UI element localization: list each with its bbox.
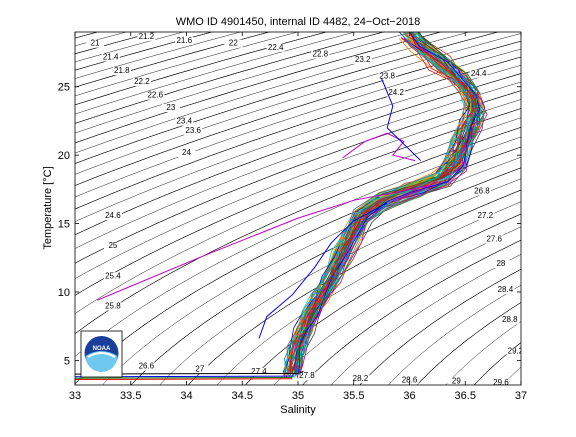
x-tick-label: 33 [69,390,81,402]
profile-line [75,379,292,380]
contour-label: 25.4 [105,271,121,280]
contour-label: 24.6 [105,211,121,220]
contour-label: 21.4 [103,52,119,61]
contour-label: 29 [452,377,461,386]
contour-label: 22.2 [134,77,150,86]
logo-text: NOAA [93,346,111,352]
contour-label: 21.6 [176,36,192,45]
contour-label: 27.2 [478,211,494,220]
x-axis-label: Salinity [280,404,316,416]
contour-label: 23.4 [176,117,192,126]
contour-label: 21.8 [114,66,130,75]
y-tick-label: 15 [58,219,70,231]
y-tick-label: 25 [58,82,70,94]
x-tick-label: 36 [403,390,415,402]
chart-title: WMO ID 4901450, internal ID 4482, 24−Oct… [176,16,421,28]
contour-label: 22.6 [147,91,163,100]
contour-label: 24 [182,148,191,157]
x-tick-label: 33.5 [120,390,141,402]
contour-label: 23 [166,103,175,112]
contour-label: 27.4 [251,367,267,376]
contour-label: 21.2 [139,32,155,41]
contour-label: 25 [108,241,117,250]
contour-label: 28.4 [498,285,514,294]
contour-label: 26.6 [139,362,155,371]
contour-label: 22.4 [268,43,284,52]
y-axis-label: Temperature [°C] [42,166,54,249]
x-tick-label: 35 [292,390,304,402]
contour-label: 23.2 [355,55,371,64]
contour-label: 24.4 [471,69,487,78]
profile-line [75,378,292,379]
contour-label: 21 [91,39,100,48]
contour-label: 28 [496,259,505,268]
contour-label: 24.2 [388,88,404,97]
x-tick-label: 34.5 [232,390,253,402]
contour-label: 27 [195,364,204,373]
contour-label: 25.8 [105,301,121,310]
noaa-logo: NOAA [81,331,122,377]
x-tick-label: 35.5 [343,390,364,402]
contour-label: 23.6 [185,126,201,135]
x-tick-label: 36.5 [455,390,476,402]
y-tick-label: 10 [58,287,70,299]
y-tick-label: 20 [58,150,70,162]
y-tick-label: 5 [64,355,70,367]
contour-label: 22 [229,39,238,48]
x-tick-label: 34 [180,390,192,402]
contour-label: 22.8 [313,50,329,59]
contour-label: 28.2 [353,374,369,383]
contour-label: 27.6 [486,234,502,243]
x-tick-label: 37 [515,390,527,402]
contour-label: 26.8 [474,186,490,195]
contour-label: 28.8 [502,315,518,324]
